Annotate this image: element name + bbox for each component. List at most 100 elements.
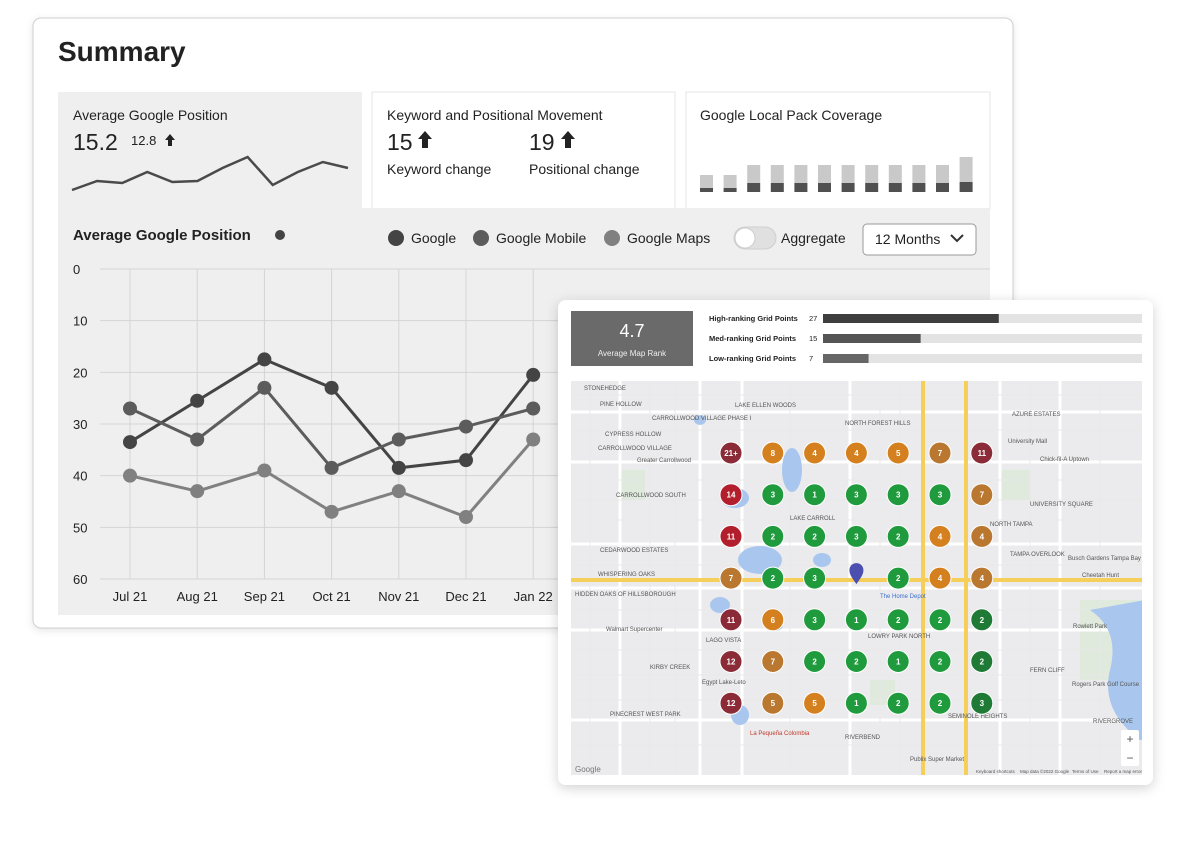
rank-label: 2 [812, 658, 817, 667]
map-label: RIVERGROVE [1093, 719, 1133, 725]
map-label: NORTH TAMPA [990, 522, 1033, 528]
rank-label: 3 [854, 532, 859, 541]
map-label: CYPRESS HOLLOW [605, 432, 662, 438]
rank-marker [803, 566, 827, 590]
up-arrow [418, 131, 432, 148]
rank-label: 5 [812, 699, 817, 708]
rank-label: 3 [896, 491, 901, 500]
map-label: AZURE ESTATES [1012, 412, 1060, 418]
rank-label: 4 [812, 449, 817, 458]
series-point [123, 401, 137, 416]
rank-marker [928, 441, 952, 465]
rank-marker [970, 691, 994, 715]
rank-label: 1 [896, 658, 901, 667]
map-label: PINE HOLLOW [600, 402, 642, 408]
period-label: 12 Months [875, 231, 940, 247]
map-label: La Pequeña Colombia [750, 731, 810, 737]
rank-marker [886, 441, 910, 465]
keyword-label: Keyword change [387, 161, 492, 177]
rank-label: 5 [896, 449, 901, 458]
rank-marker [761, 608, 785, 632]
legend-dot [473, 230, 489, 246]
rank-marker [886, 608, 910, 632]
map-label: WHISPERING OAKS [598, 572, 655, 578]
zoom-out[interactable]: − [1126, 751, 1133, 765]
coverage-covered [818, 183, 831, 192]
positional-value: 19 [529, 129, 555, 155]
rank-label: 11 [978, 449, 987, 458]
x-tick-label: Aug 21 [177, 589, 218, 604]
map-label: CARROLLWOOD SOUTH [616, 493, 686, 499]
map-label: Report a map error [1104, 769, 1143, 774]
info-icon[interactable] [275, 230, 285, 240]
legend-label: Google Maps [627, 230, 710, 246]
series-point [324, 460, 339, 475]
rank-label: 7 [771, 658, 776, 667]
rank-marker [761, 483, 785, 507]
map-label: RIVERBEND [845, 735, 881, 741]
rank-label: 7 [980, 491, 985, 500]
rank-marker [886, 524, 910, 548]
rank-label: 7 [938, 449, 943, 458]
rank-marker [844, 650, 868, 673]
grid-point-label: Med-ranking Grid Points [709, 334, 796, 343]
grid-point-value: 7 [809, 354, 813, 363]
bar [823, 314, 999, 323]
card-title: Keyword and Positional Movement [387, 107, 603, 123]
legend-dot [388, 230, 404, 246]
map-label: Rogers Park Golf Course [1072, 682, 1140, 688]
map-label: Cheetah Hunt [1082, 573, 1119, 579]
series-point [257, 380, 272, 395]
rank-marker [928, 650, 952, 673]
legend-label: Google Mobile [496, 230, 586, 246]
map-label: Rowlett Park [1073, 624, 1108, 630]
map-label: Busch Gardens Tampa Bay [1068, 556, 1141, 562]
map-label: Egypt Lake-Leto [702, 680, 746, 686]
series-point [391, 460, 406, 475]
rank-label: 2 [896, 699, 901, 708]
rank-label: 4 [980, 574, 985, 583]
rank-marker [886, 566, 910, 590]
rank-label: 7 [729, 574, 734, 583]
rank-marker [886, 650, 910, 673]
coverage-covered [888, 183, 902, 192]
map-label: LOWRY PARK NORTH [868, 634, 930, 640]
y-tick-label: 30 [73, 417, 87, 432]
rank-label: 4 [980, 532, 985, 541]
legend-label: Google [411, 230, 456, 246]
rank-marker [803, 524, 827, 548]
rank-marker [928, 566, 952, 590]
rank-label: 2 [812, 532, 817, 541]
rank-marker [844, 483, 868, 507]
map-label: TAMPA OVERLOOK [1010, 552, 1065, 558]
avg-rank-value: 4.7 [619, 321, 644, 341]
coverage-covered [865, 183, 879, 192]
map-label: Greater Carrollwood [637, 458, 691, 464]
map-label: SEMINOLE HEIGHTS [948, 714, 1007, 720]
coverage-uncovered [841, 165, 855, 183]
zoom-in[interactable]: + [1126, 732, 1133, 746]
rank-marker [970, 441, 994, 465]
rank-label: 14 [727, 491, 736, 500]
map-label: The Home Depot [880, 594, 926, 600]
coverage-covered [936, 183, 949, 192]
coverage-covered [959, 182, 973, 192]
series-point [459, 453, 473, 468]
coverage-covered [794, 183, 808, 192]
rank-marker [803, 483, 827, 507]
rank-label: 2 [938, 699, 943, 708]
coverage-covered [770, 183, 784, 192]
bar [823, 334, 921, 343]
rank-label: 2 [771, 574, 776, 583]
map-label: Chick-fil-A Uptown [1040, 457, 1089, 463]
y-tick-label: 60 [73, 572, 87, 587]
coverage-uncovered [959, 157, 973, 182]
period-dropdown[interactable] [862, 223, 977, 256]
coverage-covered [723, 188, 737, 192]
legend-dot [604, 230, 620, 246]
series-point [526, 367, 541, 382]
coverage-covered [700, 188, 713, 192]
rank-marker [719, 441, 743, 465]
rank-marker [719, 483, 743, 507]
